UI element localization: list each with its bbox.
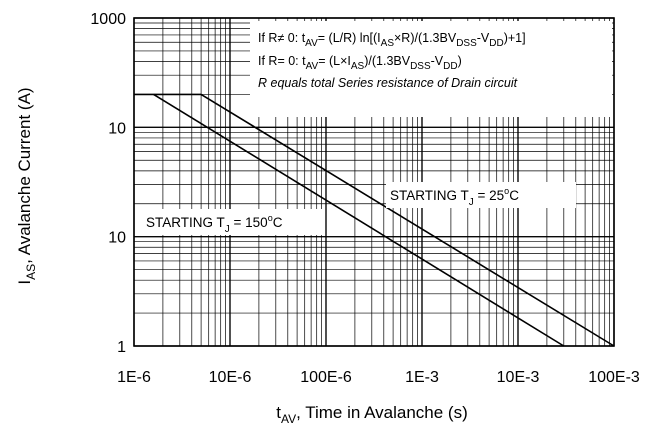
- series-line-150c: [153, 93, 565, 347]
- x-axis-title-main: t: [276, 403, 281, 422]
- note-text: = (L×I: [318, 54, 351, 68]
- note-subscript: DD: [489, 38, 503, 49]
- note-text: -V: [431, 54, 444, 68]
- note-text: If R: [258, 31, 277, 45]
- y-axis-title-rest: , Avalanche Current (A): [15, 87, 34, 263]
- equation-notes: If R≠ 0: tAV= (L/R) ln[(IAS×R)/(1.3BVDSS…: [250, 21, 612, 117]
- notes-background: [250, 21, 612, 117]
- note-text: )+1]: [504, 31, 526, 45]
- y-axis-title-main: I: [15, 280, 34, 285]
- y-axis-title-sub: AS: [24, 264, 38, 280]
- x-tick-label: 1E-3: [405, 369, 439, 386]
- note-subscript: AS: [381, 38, 395, 49]
- x-tick-label: 100E-6: [300, 369, 352, 386]
- note-text: -V: [477, 31, 490, 45]
- note-text: ): [458, 54, 462, 68]
- note-subscript: AV: [306, 61, 319, 72]
- note-subscript: AV: [305, 38, 318, 49]
- curve-label-25c: STARTING TJ = 25oC: [390, 186, 519, 208]
- note-text: 0: t: [284, 31, 305, 45]
- note-subscript: DD: [443, 61, 457, 72]
- x-tick-label: 100E-3: [588, 369, 640, 386]
- equation-note-line: R equals total Series resistance of Drai…: [258, 76, 518, 90]
- note-text: If R= 0: t: [258, 54, 306, 68]
- x-axis-title-sub: AV: [281, 412, 296, 426]
- curve-label-background: [142, 209, 324, 235]
- note-subscript: AS: [351, 61, 365, 72]
- y-tick-label: 1000: [90, 11, 126, 28]
- curve-labels: STARTING TJ = 25oC STARTING TJ = 150oC: [142, 182, 576, 235]
- x-tick-label: 1E-6: [117, 369, 151, 386]
- y-axis-title: IAS, Avalanche Current (A): [15, 87, 38, 284]
- note-subscript: DSS: [456, 38, 477, 49]
- equation-note-line: If R≠ 0: tAV= (L/R) ln[(IAS×R)/(1.3BVDSS…: [258, 31, 526, 49]
- note-text: ≠: [277, 31, 284, 45]
- x-axis-title: tAV, Time in Avalanche (s): [276, 403, 468, 426]
- x-tick-labels: 1E-6 10E-6 100E-6 1E-3 10E-3 100E-3: [117, 369, 640, 386]
- y-tick-label: 10: [108, 120, 126, 137]
- note-text: = (L/R) ln[(I: [318, 31, 381, 45]
- x-axis-title-rest: , Time in Avalanche (s): [296, 403, 468, 422]
- y-tick-label: 1: [117, 339, 126, 356]
- series-line-25c: [134, 93, 615, 347]
- y-tick-labels: 1000 10 10 1: [90, 11, 126, 356]
- plot-frame: [133, 17, 615, 347]
- note-text: )/(1.3BV: [364, 54, 411, 68]
- note-subscript: DSS: [410, 61, 431, 72]
- x-tick-label: 10E-3: [497, 369, 540, 386]
- x-tick-label: 10E-6: [209, 369, 252, 386]
- y-tick-label: 10: [108, 230, 126, 247]
- note-text: R equals total Series resistance of Drai…: [258, 76, 518, 90]
- equation-note-line: If R= 0: tAV= (L×IAS)/(1.3BVDSS-VDD): [258, 54, 462, 72]
- note-text: ×R)/(1.3BV: [394, 31, 457, 45]
- curve-label-150c: STARTING TJ = 150oC: [146, 213, 283, 235]
- curve-label-background: [386, 182, 576, 208]
- data-curves: [134, 93, 615, 347]
